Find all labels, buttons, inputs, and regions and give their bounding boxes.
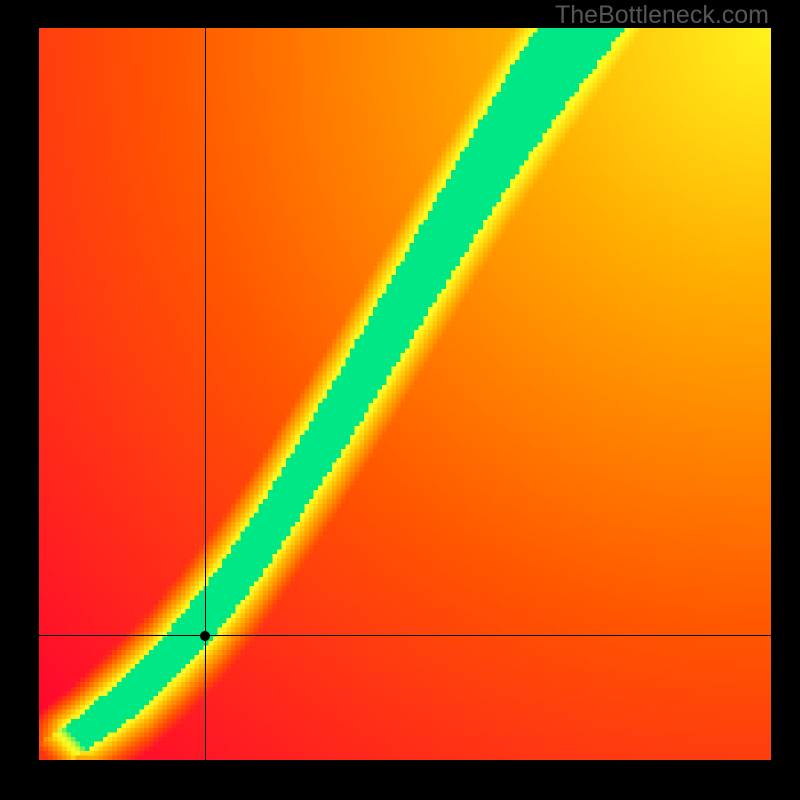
crosshair-vertical (205, 28, 206, 760)
crosshair-horizontal (39, 635, 771, 636)
watermark-label: TheBottleneck.com (555, 1, 769, 30)
chart-container: { "canvas": { "width": 800, "height": 80… (0, 0, 800, 800)
bottleneck-heatmap (39, 28, 771, 760)
crosshair-marker (200, 631, 210, 641)
